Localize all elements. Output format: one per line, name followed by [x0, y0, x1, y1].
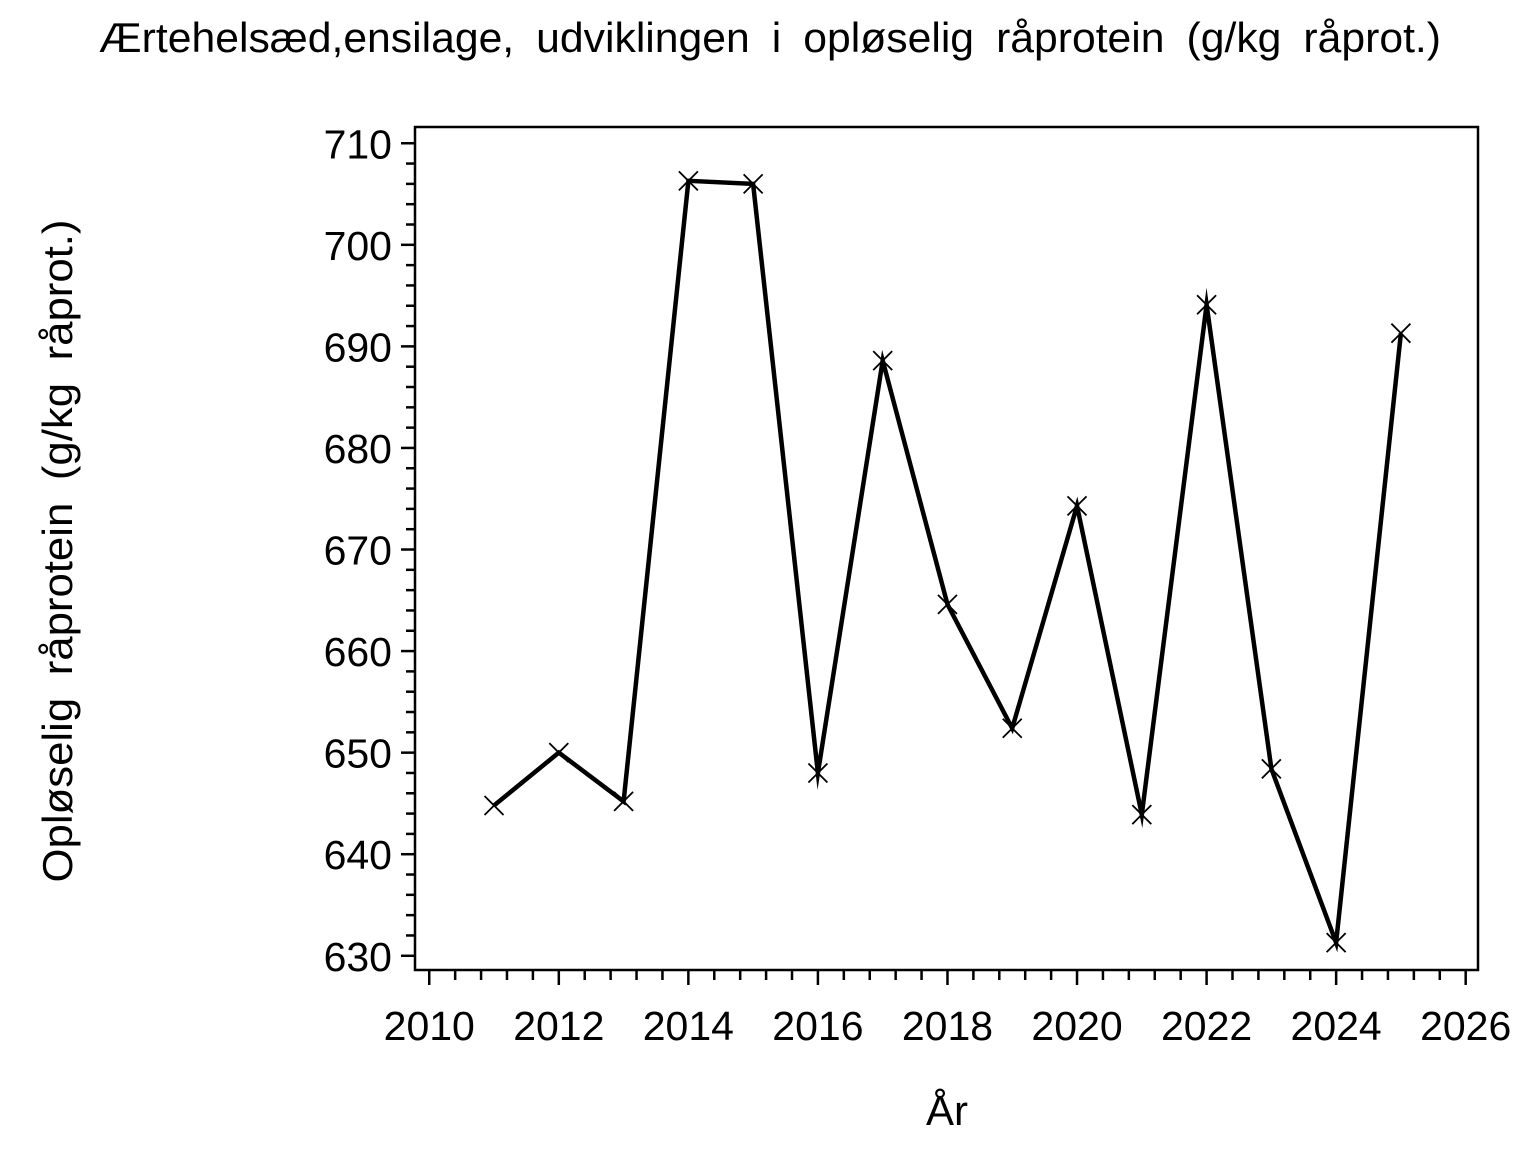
data-point-marker: [807, 762, 829, 784]
y-tick-label: 630: [324, 934, 392, 980]
y-tick-label: 670: [324, 528, 392, 574]
y-axis-label: Opløselig råprotein (g/kg råprot.): [34, 220, 81, 883]
x-tick-label: 2022: [1161, 1003, 1252, 1049]
x-tick-label: 2026: [1420, 1003, 1511, 1049]
data-point-marker: [1066, 495, 1088, 516]
data-point-marker: [937, 594, 958, 615]
x-tick-label: 2020: [1031, 1003, 1122, 1049]
data-point-marker: [613, 791, 634, 812]
data-point-marker: [1196, 294, 1217, 315]
data-point-marker: [483, 795, 505, 816]
y-tick-label: 640: [324, 832, 392, 878]
data-point-marker: [678, 170, 699, 191]
x-tick-label: 2010: [384, 1003, 475, 1049]
axis-ticks: [401, 142, 1467, 985]
x-axis-label: År: [926, 1087, 968, 1134]
data-point-marker: [1390, 323, 1412, 344]
data-point-marker: [1131, 804, 1152, 825]
data-point-marker: [743, 173, 764, 195]
plot-frame: [413, 125, 1480, 972]
x-tick-label: 2014: [643, 1003, 734, 1049]
y-tick-label: 660: [324, 629, 392, 675]
y-tick-label: 650: [324, 731, 392, 777]
data-point-marker: [872, 350, 893, 371]
axis-tick-labels: 2010 2012 2014 2016 2018 2020 2022 2024 2026 630 6…: [324, 121, 1512, 1049]
y-tick-label: 710: [324, 121, 392, 167]
data-line: [492, 178, 1404, 953]
y-tick-label: 680: [324, 426, 392, 472]
x-tick-label: 2024: [1291, 1003, 1382, 1049]
data-series: [483, 170, 1412, 953]
data-point-marker: [548, 742, 569, 763]
y-tick-label: 690: [324, 324, 392, 370]
x-tick-label: 2012: [513, 1003, 604, 1049]
chart-title: Ærtehelsæd,ensilage, udviklingen i opløs…: [99, 14, 1441, 61]
x-tick-label: 2018: [902, 1003, 993, 1049]
data-point-marker: [1326, 932, 1347, 953]
data-point-marker: [1002, 718, 1023, 739]
data-point-marker: [1261, 758, 1282, 780]
y-tick-label: 700: [324, 223, 392, 269]
x-tick-label: 2016: [772, 1003, 863, 1049]
